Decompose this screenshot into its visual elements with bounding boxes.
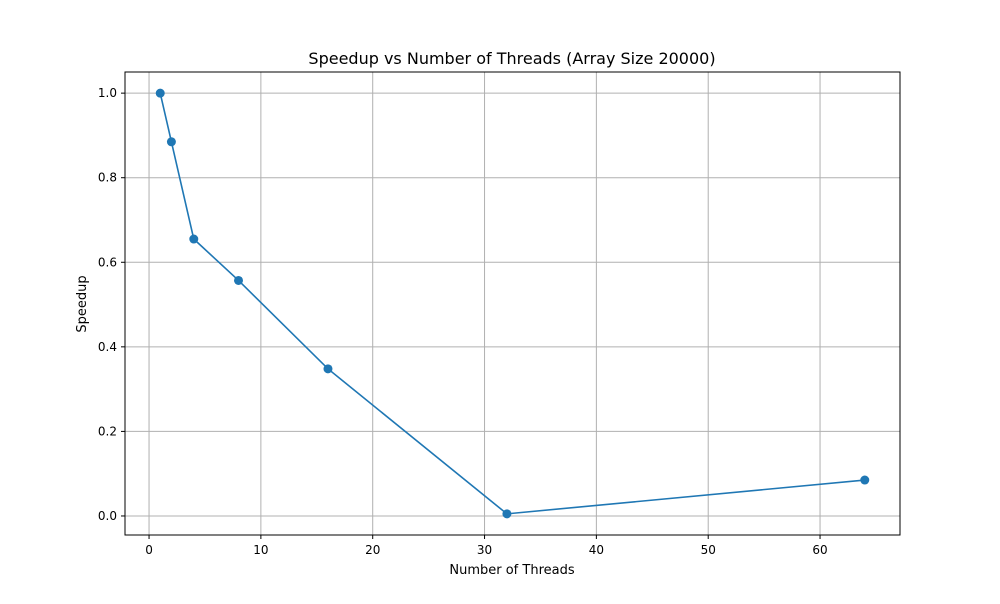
x-tick-label: 60: [812, 543, 827, 557]
axes: 0 10 20 30 40 50 60 0.0 0.2 0.4 0.6 0.8 1.0: [98, 71, 901, 557]
series-line: [159, 92, 865, 515]
y-axis-label: Speedup: [75, 275, 90, 332]
data-point: [234, 275, 244, 285]
x-axis-label: Number of Threads: [449, 563, 574, 578]
chart-title: Speedup vs Number of Threads (Array Size…: [308, 49, 715, 68]
data-point: [189, 234, 199, 244]
y-tick-label: 0.2: [98, 424, 117, 438]
plot-frame: [124, 71, 901, 536]
series-group: [155, 88, 870, 519]
x-tick-label: 30: [477, 543, 492, 557]
data-point: [323, 364, 333, 374]
y-tick-label: 0.4: [98, 340, 117, 354]
x-tick-label: 0: [145, 543, 153, 557]
data-point: [155, 88, 165, 98]
x-tick-label: 20: [365, 543, 380, 557]
grid-lines: [125, 72, 900, 535]
data-point: [166, 137, 176, 147]
y-tick-label: 0.8: [98, 171, 117, 185]
data-point: [860, 475, 870, 485]
data-point: [502, 509, 512, 519]
x-tick-label: 50: [701, 543, 716, 557]
x-tick-label: 40: [589, 543, 604, 557]
y-tick-label: 0.0: [98, 509, 117, 523]
x-tick-label: 10: [253, 543, 268, 557]
y-tick-label: 0.6: [98, 255, 117, 269]
y-tick-label: 1.0: [98, 86, 117, 100]
